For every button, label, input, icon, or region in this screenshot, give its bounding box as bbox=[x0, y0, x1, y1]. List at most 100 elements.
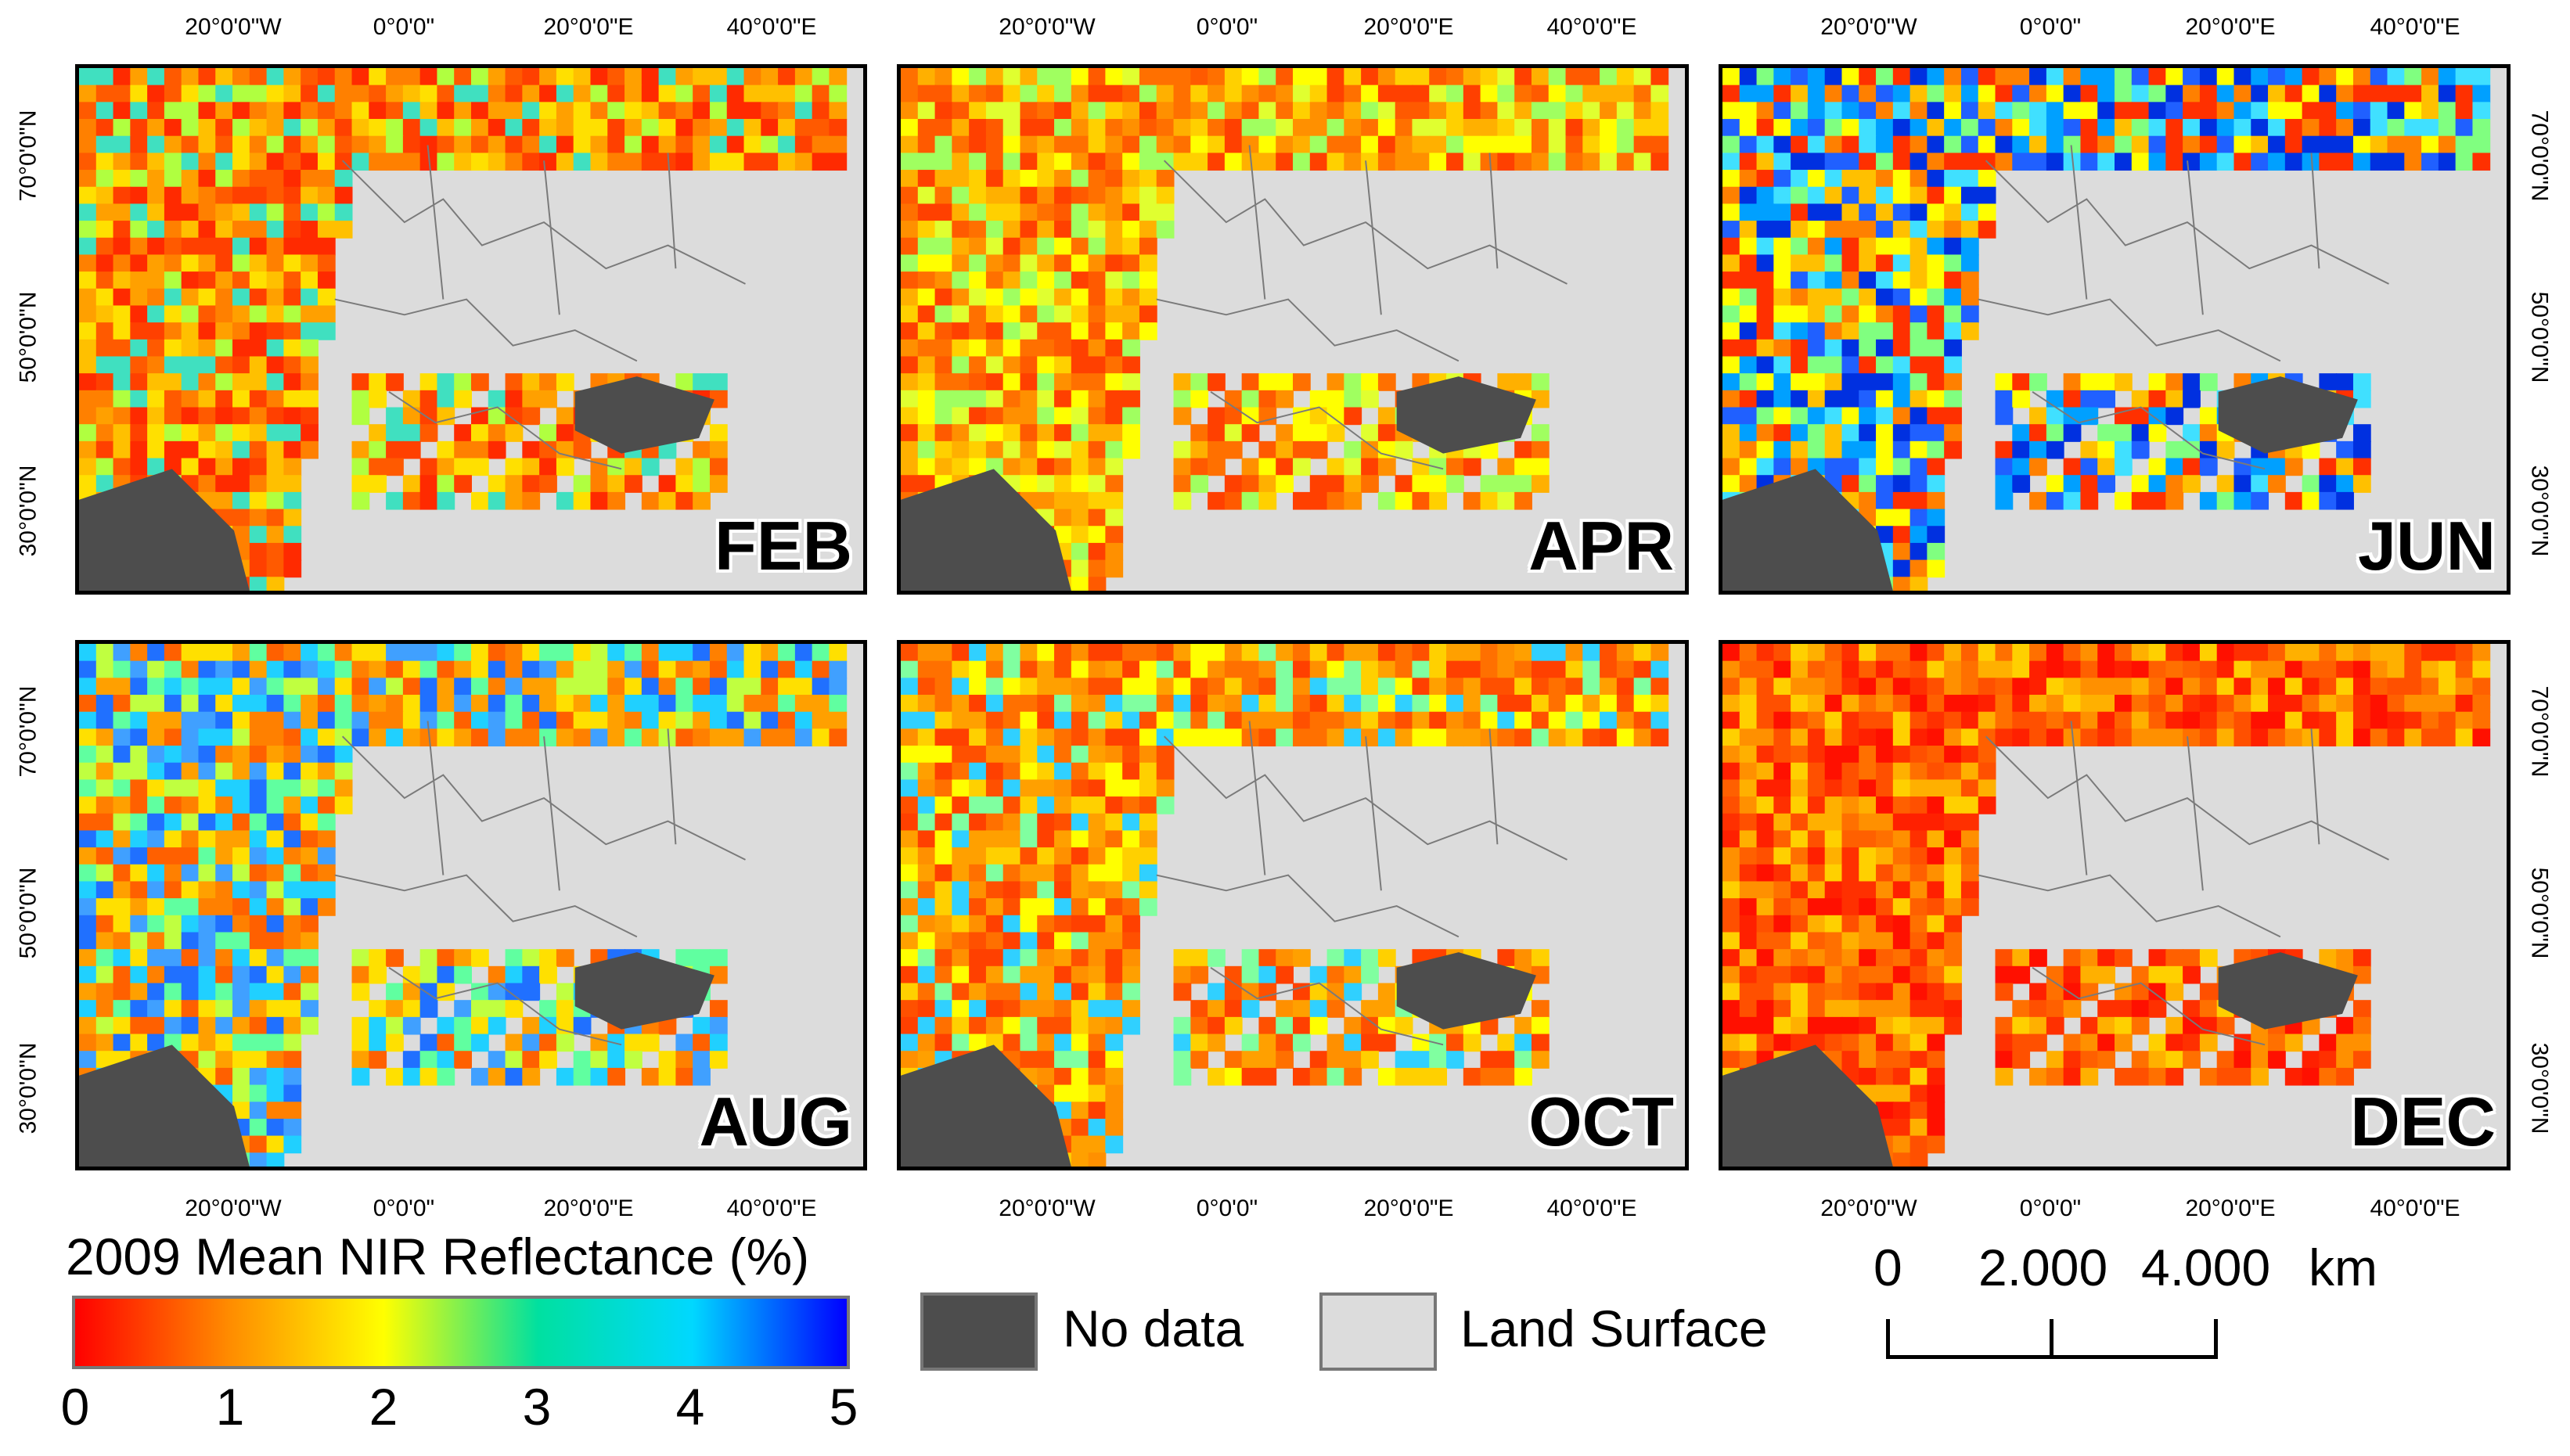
lat-label-70n: 70°0'0"N bbox=[15, 685, 41, 778]
ocean-cell bbox=[1002, 864, 1021, 883]
ocean-cell bbox=[969, 68, 987, 86]
ocean-cell bbox=[1944, 84, 1962, 103]
ocean-cell bbox=[1309, 1051, 1328, 1069]
ocean-cell bbox=[454, 135, 472, 154]
ocean-cell bbox=[794, 84, 813, 103]
ocean-cell bbox=[1088, 678, 1107, 696]
ocean-cell bbox=[2438, 728, 2457, 747]
ocean-cell bbox=[1791, 407, 1809, 426]
ocean-cell bbox=[1139, 813, 1157, 832]
ocean-cell bbox=[249, 660, 268, 679]
ocean-cell bbox=[1293, 711, 1311, 730]
ocean-cell bbox=[505, 644, 524, 662]
ocean-cell bbox=[1773, 847, 1792, 865]
ocean-cell bbox=[1105, 509, 1124, 527]
ocean-cell bbox=[641, 119, 660, 137]
ocean-cell bbox=[1791, 440, 1809, 459]
ocean-cell bbox=[1616, 695, 1635, 713]
ocean-cell bbox=[1326, 84, 1345, 103]
ocean-cell bbox=[573, 84, 592, 103]
ocean-cell bbox=[1995, 644, 2014, 662]
ocean-cell bbox=[317, 644, 336, 662]
ocean-cell bbox=[1002, 830, 1021, 849]
ocean-cell bbox=[1978, 102, 1996, 120]
ocean-cell bbox=[1841, 373, 1860, 391]
ocean-cell bbox=[232, 644, 250, 662]
ocean-cell bbox=[113, 1000, 131, 1018]
ocean-cell bbox=[454, 68, 472, 86]
ocean-cell bbox=[1600, 695, 1618, 713]
ocean-cell bbox=[1892, 526, 1911, 544]
ocean-cell bbox=[215, 170, 234, 188]
ocean-cell bbox=[917, 965, 936, 984]
ocean-cell bbox=[985, 203, 1004, 222]
ocean-cell bbox=[1139, 644, 1157, 662]
ocean-cell bbox=[2131, 728, 2150, 747]
ocean-cell bbox=[1190, 1034, 1209, 1052]
ocean-cell bbox=[1054, 881, 1072, 900]
ocean-cell bbox=[1756, 796, 1775, 814]
ocean-cell bbox=[1190, 711, 1209, 730]
ocean-cell bbox=[1859, 678, 1877, 696]
ocean-cell bbox=[1739, 305, 1758, 324]
ocean-cell bbox=[590, 728, 609, 747]
ocean-cell bbox=[1208, 68, 1226, 86]
ocean-cell bbox=[402, 983, 421, 1001]
ocean-cell bbox=[488, 491, 506, 510]
ocean-cell bbox=[2199, 695, 2218, 713]
ocean-cell bbox=[1088, 153, 1107, 171]
ocean-cell bbox=[2012, 390, 2031, 408]
ocean-cell bbox=[351, 475, 370, 493]
ocean-cell bbox=[1054, 356, 1072, 375]
ocean-cell bbox=[934, 695, 953, 713]
ocean-cell bbox=[829, 728, 848, 747]
ocean-cell bbox=[1224, 1016, 1243, 1035]
ocean-cell bbox=[1824, 881, 1843, 900]
ocean-cell bbox=[113, 728, 131, 747]
ocean-cell bbox=[266, 762, 285, 781]
ocean-cell bbox=[709, 84, 728, 103]
ocean-cell bbox=[2029, 695, 2047, 713]
ocean-cell bbox=[386, 373, 404, 391]
ocean-cell bbox=[1122, 1000, 1140, 1018]
ocean-cell bbox=[794, 695, 813, 713]
ocean-cell bbox=[198, 881, 217, 900]
ocean-cell bbox=[794, 644, 813, 662]
ocean-cell bbox=[249, 305, 268, 324]
ocean-cell bbox=[1293, 407, 1311, 426]
ocean-cell bbox=[147, 762, 165, 781]
ocean-cell bbox=[283, 135, 302, 154]
ocean-cell bbox=[1892, 440, 1911, 459]
ocean-cell bbox=[2115, 458, 2133, 476]
ocean-cell bbox=[317, 762, 336, 781]
ocean-cell bbox=[1480, 68, 1499, 86]
ocean-cell bbox=[164, 728, 182, 747]
ocean-cell bbox=[1616, 711, 1635, 730]
ocean-cell bbox=[1122, 271, 1140, 289]
ocean-cell bbox=[952, 288, 970, 307]
ocean-cell bbox=[1791, 932, 1809, 951]
ocean-cell bbox=[522, 491, 541, 510]
ocean-cell bbox=[778, 728, 796, 747]
ocean-cell bbox=[1071, 1067, 1089, 1086]
ocean-cell bbox=[147, 221, 165, 239]
ocean-cell bbox=[2302, 491, 2320, 510]
ocean-cell bbox=[1633, 644, 1652, 662]
ocean-cell bbox=[1002, 813, 1021, 832]
ocean-cell bbox=[1293, 660, 1311, 679]
ocean-cell bbox=[1739, 135, 1758, 154]
ocean-cell bbox=[1910, 153, 1928, 171]
ocean-cell bbox=[1791, 390, 1809, 408]
month-label: APR bbox=[1528, 507, 1674, 584]
ocean-cell bbox=[1122, 237, 1140, 256]
ocean-cell bbox=[215, 305, 234, 324]
lon-label-0: 0°0'0" bbox=[373, 1195, 435, 1221]
ocean-cell bbox=[985, 170, 1004, 188]
ocean-cell bbox=[215, 102, 234, 120]
ocean-cell bbox=[181, 440, 200, 459]
ocean-cell bbox=[901, 407, 919, 426]
ocean-cell bbox=[1002, 1000, 1021, 1018]
ocean-cell bbox=[266, 983, 285, 1001]
ocean-cell bbox=[164, 356, 182, 375]
ocean-cell bbox=[334, 203, 353, 222]
